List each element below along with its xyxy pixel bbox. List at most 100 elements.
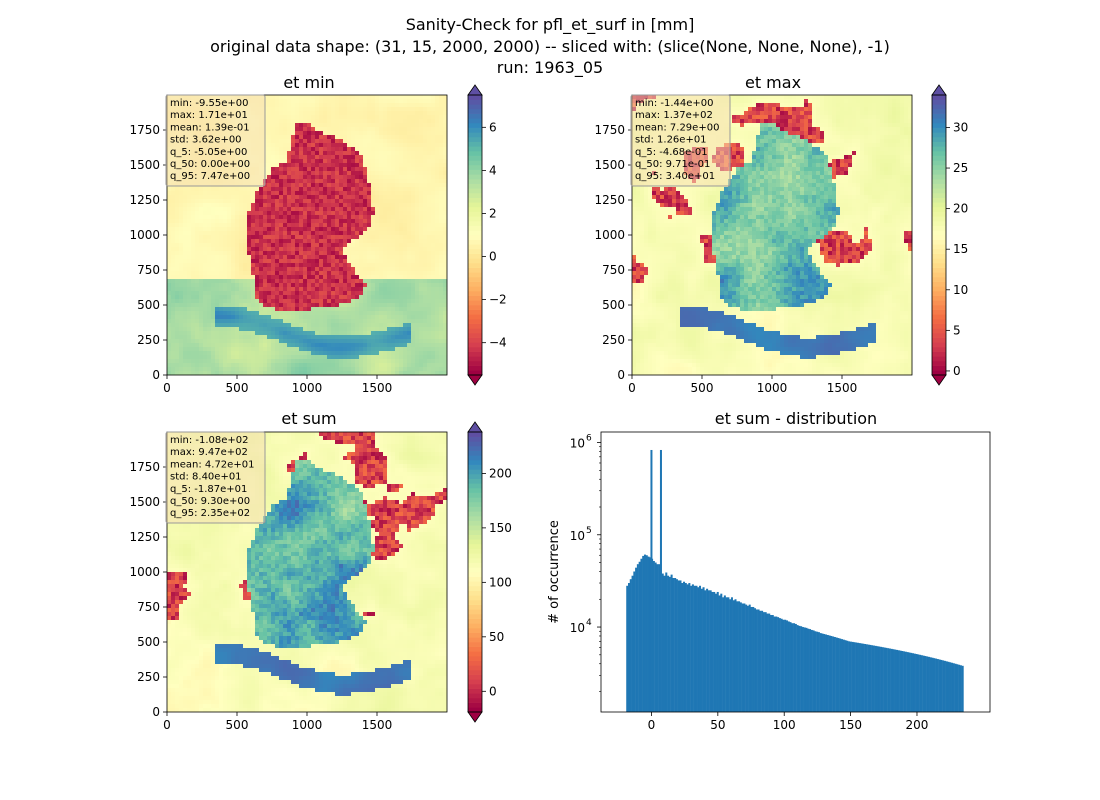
map-cell xyxy=(271,203,276,208)
map-cell xyxy=(271,307,276,312)
map-cell xyxy=(239,307,244,312)
map-cell xyxy=(371,147,376,152)
map-cell xyxy=(219,223,224,228)
map-cell xyxy=(291,115,296,120)
map-cell xyxy=(383,163,388,168)
map-cell xyxy=(359,159,364,164)
map-cell xyxy=(431,107,436,112)
map-cell xyxy=(307,139,312,144)
map-cell xyxy=(431,299,436,304)
map-cell xyxy=(199,195,204,200)
map-cell xyxy=(327,171,332,176)
map-cell xyxy=(299,263,304,268)
map-cell xyxy=(415,307,420,312)
map-cell xyxy=(335,311,340,316)
map-cell xyxy=(379,255,384,260)
map-cell xyxy=(295,183,300,188)
map-cell xyxy=(219,283,224,288)
map-cell xyxy=(435,359,440,364)
map-cell xyxy=(291,315,296,320)
map-cell xyxy=(239,299,244,304)
map-cell xyxy=(339,99,344,104)
map-cell xyxy=(219,307,224,312)
map-cell xyxy=(279,127,284,132)
map-cell xyxy=(439,123,444,128)
colorbar-segment xyxy=(468,151,482,156)
map-cell xyxy=(259,363,264,368)
map-cell xyxy=(371,179,376,184)
map-cell xyxy=(315,291,320,296)
map-cell xyxy=(315,195,320,200)
map-cell xyxy=(223,235,228,240)
map-cell xyxy=(431,351,436,356)
map-cell xyxy=(371,271,376,276)
map-cell xyxy=(355,291,360,296)
map-cell xyxy=(375,211,380,216)
map-cell xyxy=(411,339,416,344)
map-cell xyxy=(359,167,364,172)
map-cell xyxy=(299,103,304,108)
map-cell xyxy=(435,163,440,168)
map-cell xyxy=(223,323,228,328)
map-cell xyxy=(367,287,372,292)
map-cell xyxy=(431,359,436,364)
map-cell xyxy=(239,315,244,320)
map-cell xyxy=(227,323,232,328)
map-cell xyxy=(407,147,412,152)
map-cell xyxy=(223,243,228,248)
map-cell xyxy=(319,103,324,108)
map-cell xyxy=(355,247,360,252)
map-cell xyxy=(191,355,196,360)
map-cell xyxy=(435,307,440,312)
map-cell xyxy=(255,243,260,248)
map-cell xyxy=(267,315,272,320)
map-cell xyxy=(427,203,432,208)
map-cell xyxy=(323,367,328,372)
map-cell xyxy=(319,287,324,292)
map-cell xyxy=(287,99,292,104)
map-cell xyxy=(175,295,180,300)
map-cell xyxy=(407,103,412,108)
map-cell xyxy=(431,207,436,212)
map-cell xyxy=(195,247,200,252)
map-cell xyxy=(347,127,352,132)
map-cell xyxy=(255,215,260,220)
map-cell xyxy=(247,263,252,268)
map-cell xyxy=(319,251,324,256)
map-cell xyxy=(355,111,360,116)
map-cell xyxy=(191,291,196,296)
map-cell xyxy=(439,323,444,328)
map-cell xyxy=(299,175,304,180)
map-cell xyxy=(255,271,260,276)
map-cell xyxy=(399,371,404,376)
map-cell xyxy=(255,251,260,256)
map-cell xyxy=(207,311,212,316)
map-cell xyxy=(319,347,324,352)
map-cell xyxy=(283,259,288,264)
colorbar-segment xyxy=(468,300,482,306)
map-cell xyxy=(171,215,176,220)
map-cell xyxy=(379,163,384,168)
map-cell xyxy=(327,131,332,136)
map-cell xyxy=(223,275,228,280)
map-cell xyxy=(311,307,316,312)
map-cell xyxy=(335,215,340,220)
map-cell xyxy=(279,363,284,368)
map-cell xyxy=(195,211,200,216)
map-cell xyxy=(283,255,288,260)
x-tick-label: 0 xyxy=(163,381,171,395)
map-cell xyxy=(367,263,372,268)
map-cell xyxy=(259,295,264,300)
map-cell xyxy=(343,107,348,112)
map-cell xyxy=(343,259,348,264)
map-cell xyxy=(303,179,308,184)
map-cell xyxy=(307,243,312,248)
map-cell xyxy=(323,159,328,164)
map-cell xyxy=(291,131,296,136)
map-cell xyxy=(175,243,180,248)
map-cell xyxy=(371,283,376,288)
map-cell xyxy=(203,195,208,200)
map-cell xyxy=(311,95,316,100)
map-cell xyxy=(307,171,312,176)
map-cell xyxy=(275,311,280,316)
